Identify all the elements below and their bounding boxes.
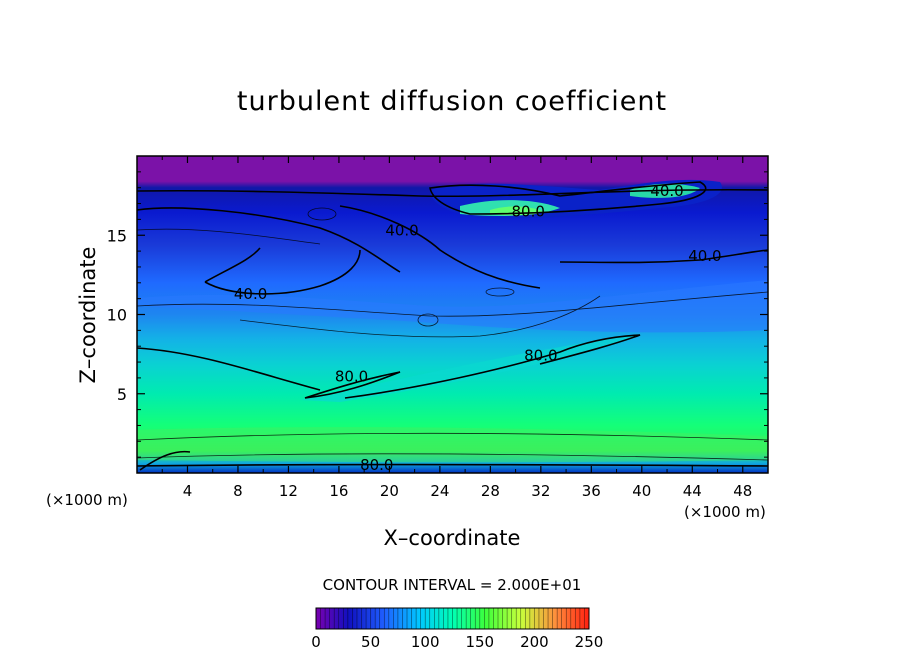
y-axis-label: Z–coordinate	[76, 246, 100, 384]
contour-label: 40.0	[234, 285, 267, 303]
contour-field	[137, 156, 768, 473]
colorbar-tick-label: 200	[520, 633, 549, 651]
x-tick-label: 48	[733, 482, 752, 500]
y-tick-label: 5	[117, 385, 127, 404]
x-tick-label: 4	[183, 482, 193, 500]
colorbar-tick-label: 100	[411, 633, 440, 651]
contour-label: 80.0	[360, 456, 393, 474]
x-tick-label: 44	[683, 482, 702, 500]
contour-label: 80.0	[512, 202, 545, 220]
colorbar-tick-label: 250	[575, 633, 604, 651]
x-axis: 4 8 12 16 20 24 28 32 36 40 44 48	[161, 156, 752, 500]
x-tick-label: 32	[531, 482, 550, 500]
contour-label: 80.0	[524, 347, 557, 365]
y-tick-label: 10	[107, 306, 127, 325]
contour-label: 40.0	[688, 247, 721, 265]
contour-interval-label: CONTOUR INTERVAL = 2.000E+01	[322, 576, 582, 594]
contour-labels: 40.0 80.0 40.0 40.0 40.0 80.0 80.0 80.0	[234, 182, 722, 474]
contour-label: 40.0	[385, 221, 418, 239]
x-tick-label: 20	[380, 482, 399, 500]
x-axis-label: X–coordinate	[383, 526, 521, 550]
x-tick-label: 8	[233, 482, 243, 500]
contour-label: 80.0	[335, 367, 368, 385]
x-unit-label: (×1000 m)	[684, 503, 766, 521]
colorbar-tick-label: 0	[311, 633, 321, 651]
y-tick-label: 15	[107, 226, 127, 245]
contour-label: 40.0	[650, 182, 683, 200]
colorbar-tick-label: 150	[465, 633, 494, 651]
x-tick-label: 12	[279, 482, 298, 500]
y-axis: 5 10 15	[107, 171, 768, 458]
x-tick-label: 28	[481, 482, 500, 500]
x-tick-label: 36	[582, 482, 601, 500]
colorbar-ticks: 0 50 100 150 200 250	[311, 633, 603, 651]
x-tick-label: 16	[329, 482, 348, 500]
colorbar-tick-label: 50	[361, 633, 380, 651]
chart-title: turbulent diffusion coefficient	[236, 86, 668, 117]
x-tick-label: 40	[632, 482, 651, 500]
y-unit-label: (×1000 m)	[46, 491, 128, 509]
x-tick-label: 24	[430, 482, 449, 500]
